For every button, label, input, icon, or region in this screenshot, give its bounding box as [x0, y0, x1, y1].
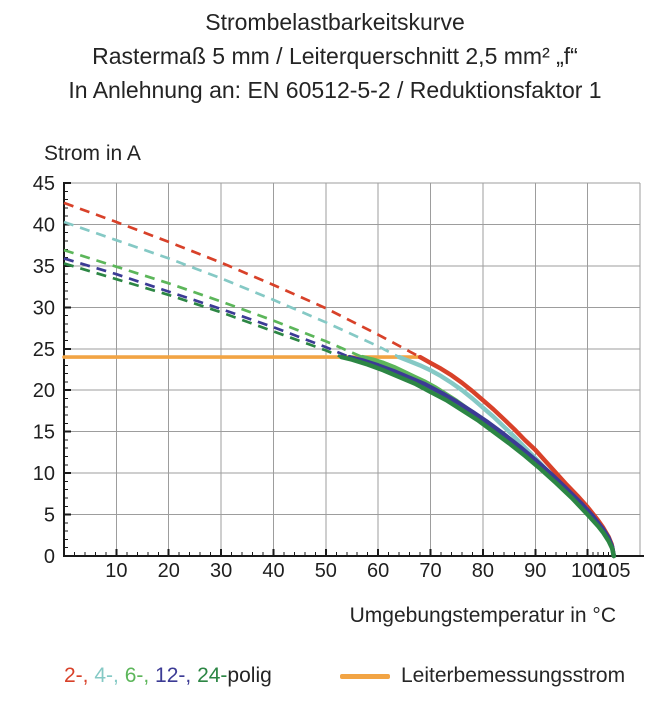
grid-lines — [64, 182, 641, 556]
y-tick-label: 30 — [33, 297, 55, 319]
legend-series-segment: 6-, — [124, 664, 156, 687]
rated-current-label: Leiterbemessungsstrom — [401, 664, 626, 687]
curve-2-polig-solid — [417, 354, 616, 559]
x-tick-label: 10 — [105, 560, 127, 582]
x-tick-label: 50 — [315, 560, 337, 582]
y-tick-label: 25 — [33, 339, 55, 361]
legend-pole-counts: 2-, 4-, 6-, 12-, 24-polig — [64, 664, 272, 688]
axes — [63, 182, 644, 557]
y-tick-label: 0 — [44, 546, 55, 568]
chart-title-block: Strombelastbarkeitskurve Rastermaß 5 mm … — [0, 5, 670, 107]
axis-ticks — [64, 182, 615, 557]
y-tick-label: 5 — [44, 505, 55, 527]
curve-24-polig-solid — [339, 354, 616, 559]
y-tick-label: 20 — [33, 380, 55, 402]
y-tick-label: 15 — [33, 422, 55, 444]
chart-title-line1: Strombelastbarkeitskurve — [205, 9, 465, 35]
x-tick-label: 80 — [472, 560, 494, 582]
curve-24-polig-dashed — [63, 262, 343, 359]
x-tick-label: 30 — [210, 560, 232, 582]
curve-2-polig-dashed — [63, 201, 421, 359]
legend-series-segment: 12-, — [155, 664, 198, 687]
x-tick-label: 20 — [158, 560, 180, 582]
curve-12-polig-dashed — [63, 257, 350, 359]
legend-series-segment: 2-, — [64, 664, 95, 687]
x-tick-label: 40 — [262, 560, 284, 582]
x-tick-label: 100 — [571, 560, 604, 582]
legend-series-segment: polig — [227, 664, 272, 687]
rated-current-line-swatch — [340, 673, 390, 679]
chart-title-line2: Rastermaß 5 mm / Leiterquerschnitt 2,5 m… — [92, 43, 578, 69]
x-tick-label: 90 — [524, 560, 546, 582]
y-tick-label: 35 — [33, 256, 55, 278]
curve-12-polig-solid — [347, 354, 616, 559]
x-tick-label: 105 — [597, 560, 630, 582]
legend-series-segment: 4-, — [94, 664, 125, 687]
curve-4-polig-dashed — [63, 220, 400, 359]
curve-6-polig-dashed — [63, 248, 364, 359]
y-axis-title: Strom in A — [44, 142, 141, 165]
y-tick-label: 40 — [33, 214, 55, 236]
chart-title-line3: In Anlehnung an: EN 60512-5-2 / Reduktio… — [68, 77, 602, 103]
y-tick-label: 45 — [33, 173, 55, 195]
x-tick-label: 70 — [419, 560, 441, 582]
legend-series-segment: 24- — [197, 664, 228, 687]
x-axis-title: Umgebungstemperatur in °C — [349, 604, 616, 627]
y-tick-label: 10 — [33, 463, 55, 485]
x-tick-label: 60 — [367, 560, 389, 582]
legend-rated-current: Leiterbemessungsstrom — [340, 664, 625, 688]
curve-6-polig-solid — [360, 354, 616, 559]
